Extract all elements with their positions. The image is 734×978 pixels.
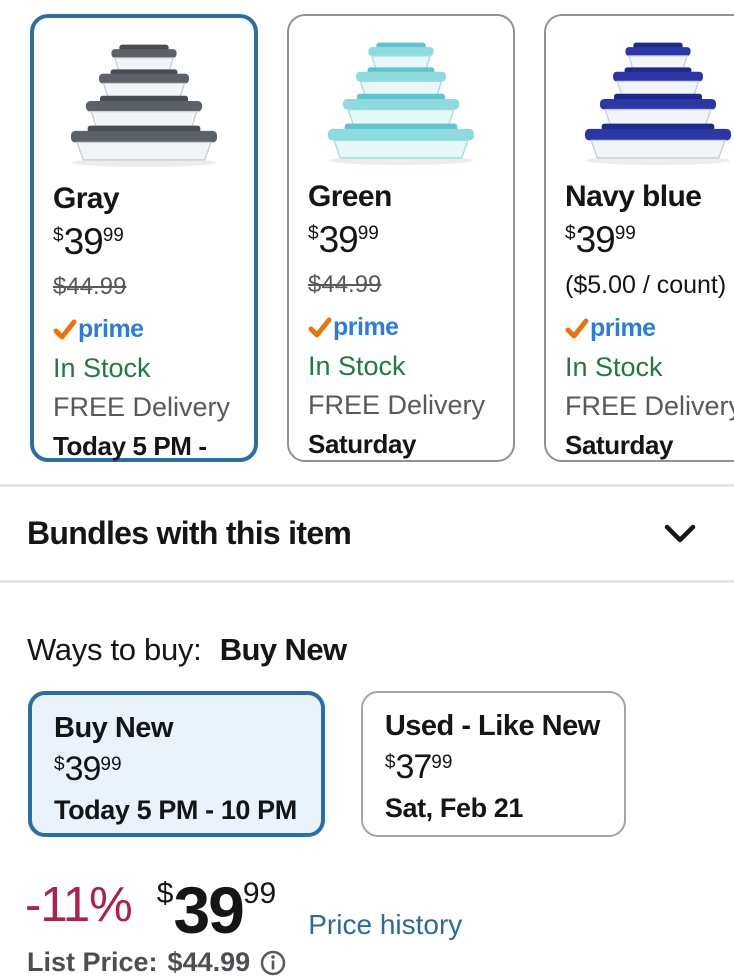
buy-options-row: Buy New $3999 Today 5 PM - 10 PM Used - … xyxy=(0,668,734,837)
variant-card-gray[interactable]: Gray $3999 $44.99 prime In Stock FREE De… xyxy=(30,14,258,462)
list-price-value: $44.99 xyxy=(167,947,251,977)
current-price: $3999 xyxy=(156,873,277,947)
shipping-info: FREE Delivery xyxy=(308,390,486,420)
buy-option-delivery: Today 5 PM - 10 PM xyxy=(54,795,297,825)
buy-option-new[interactable]: Buy New $3999 Today 5 PM - 10 PM xyxy=(28,691,325,837)
prime-check-icon xyxy=(308,317,332,337)
delivery-date: Saturday xyxy=(308,429,417,459)
bakeware-stack-graphic xyxy=(70,44,218,167)
product-image-gray xyxy=(34,18,254,170)
product-image-navy-blue xyxy=(546,16,734,168)
price-history-link[interactable]: Price history xyxy=(308,909,463,940)
shipping-info: FREE Delivery xyxy=(53,392,231,422)
ways-to-buy-label: Ways to buy: xyxy=(27,632,202,667)
chevron-down-icon xyxy=(664,524,696,542)
product-image-green xyxy=(289,16,513,168)
variant-price: $3999 xyxy=(308,219,379,260)
stock-status: In Stock xyxy=(308,351,406,381)
buy-option-price: $3799 xyxy=(384,748,453,786)
delivery-date: Saturday xyxy=(565,430,674,460)
list-price-row: List Price: $44.99 xyxy=(27,947,286,978)
variant-card-green[interactable]: Green $3999 $44.99 prime In Stock FREE D… xyxy=(287,14,515,462)
prime-check-icon xyxy=(565,318,589,338)
variant-price: $3999 xyxy=(53,221,124,262)
shipping-info: FREE Delivery xyxy=(565,391,734,421)
variant-unit-price: ($5.00 / count) xyxy=(565,271,727,299)
ways-to-buy-header: Ways to buy: Buy New xyxy=(0,583,734,668)
list-price-label: List Price: xyxy=(27,947,158,977)
color-variant-row: Gray $3999 $44.99 prime In Stock FREE De… xyxy=(0,0,734,462)
delivery-date: Today 5 PM - 1... xyxy=(53,431,207,461)
buy-option-delivery: Sat, Feb 21 xyxy=(384,793,524,823)
section-divider xyxy=(0,484,734,487)
ways-to-buy-selected: Buy New xyxy=(219,632,347,667)
bundles-title: Bundles with this item xyxy=(27,515,352,551)
discount-percentage: -11% xyxy=(25,878,133,932)
stock-status: In Stock xyxy=(565,352,663,382)
price-summary-row: -11% $3999 Price history xyxy=(0,837,734,943)
prime-check-icon xyxy=(53,319,77,339)
info-circle-icon xyxy=(260,950,286,975)
bundles-accordion-header[interactable]: Bundles with this item xyxy=(0,487,734,580)
buy-option-title: Buy New xyxy=(54,712,173,744)
section-divider xyxy=(0,580,734,583)
variant-title: Green xyxy=(308,180,392,213)
bakeware-stack-graphic xyxy=(327,42,475,165)
variant-list-price: $44.99 xyxy=(308,271,382,298)
variant-title: Gray xyxy=(53,182,120,215)
buy-option-price: $3999 xyxy=(54,750,122,788)
prime-badge: prime xyxy=(308,313,503,342)
stock-status: In Stock xyxy=(53,353,151,383)
variant-title: Navy blue xyxy=(565,180,702,213)
variant-price: $3999 xyxy=(565,219,636,260)
variant-list-price: $44.99 xyxy=(53,273,127,300)
variant-card-navy-blue[interactable]: Navy blue $3999 ($5.00 / count) prime In… xyxy=(544,14,734,462)
prime-badge: prime xyxy=(565,314,734,343)
prime-badge: prime xyxy=(53,315,244,344)
bakeware-stack-graphic xyxy=(584,42,732,165)
buy-option-used-like-new[interactable]: Used - Like New $3799 Sat, Feb 21 xyxy=(360,691,626,837)
buy-option-title: Used - Like New xyxy=(384,710,600,742)
